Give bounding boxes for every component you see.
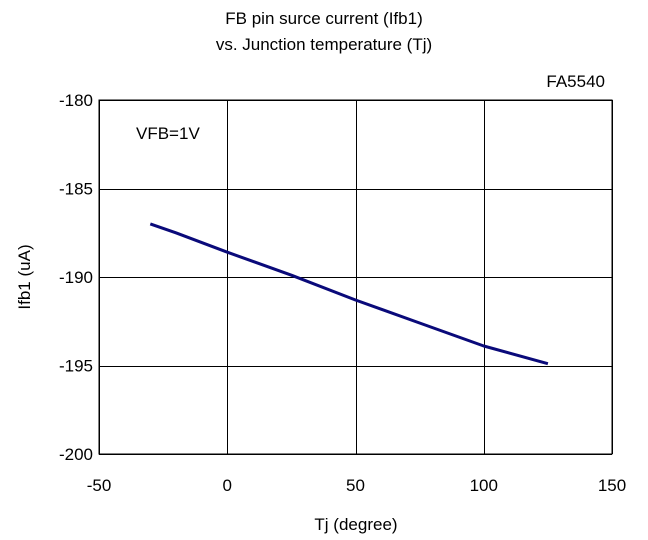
chart-title-line-2: vs. Junction temperature (Tj) bbox=[216, 35, 432, 54]
y-tick-label: -180 bbox=[59, 91, 93, 110]
series bbox=[149, 222, 549, 366]
y-tick-label: -200 bbox=[59, 445, 93, 464]
y-axis-label: Ifb1 (uA) bbox=[15, 244, 34, 309]
plot-frame bbox=[98, 99, 613, 455]
condition-annotation: VFB=1V bbox=[136, 124, 200, 143]
series-line bbox=[149, 222, 549, 366]
x-tick-labels: -50 0 50 100 150 bbox=[87, 476, 626, 495]
y-tick-labels: -180 -185 -190 -195 -200 bbox=[59, 91, 93, 464]
x-axis-label: Tj (degree) bbox=[314, 515, 397, 534]
x-tick-label: -50 bbox=[87, 476, 112, 495]
x-tick-label: 150 bbox=[598, 476, 626, 495]
y-tick-label: -185 bbox=[59, 180, 93, 199]
part-number-label: FA5540 bbox=[546, 72, 605, 91]
x-tick-label: 0 bbox=[223, 476, 232, 495]
x-tick-label: 100 bbox=[470, 476, 498, 495]
grid bbox=[99, 100, 613, 455]
chart-title-line-1: FB pin surce current (Ifb1) bbox=[225, 9, 422, 28]
y-tick-label: -190 bbox=[59, 268, 93, 287]
y-tick-label: -195 bbox=[59, 357, 93, 376]
x-tick-label: 50 bbox=[346, 476, 365, 495]
